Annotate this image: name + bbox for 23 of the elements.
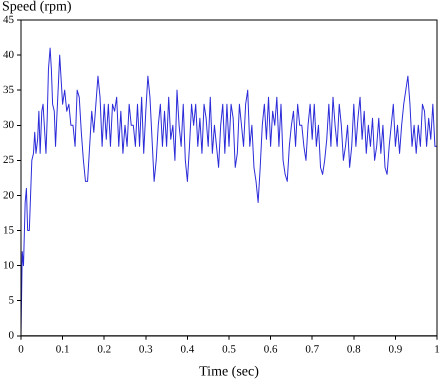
y-tick-label: 15 [3,224,14,236]
x-tick-label: 0.5 [222,343,236,356]
y-tick-label: 30 [3,119,14,132]
y-tick-label: 45 [3,14,14,26]
y-tick-label: 0 [8,330,14,342]
y-tick-label: 40 [3,48,14,61]
y-tick-label: 35 [3,84,14,96]
x-tick-label: 0.7 [305,343,320,356]
x-tick-label: 0.4 [180,343,195,356]
x-tick-label: 0.8 [346,343,362,356]
x-axis-title: Time (sec) [199,364,260,380]
x-tick-label: 0.1 [56,343,70,356]
x-tick-label: 0 [18,343,24,356]
y-tick-label: 20 [3,189,14,202]
x-tick-label: 0.2 [97,343,112,356]
x-tick-label: 0.6 [264,343,278,356]
x-tick-label: 0.3 [138,343,154,356]
x-tick-label: 1 [434,343,440,356]
y-tick-label: 10 [3,260,14,272]
y-tick-label: 25 [3,154,14,166]
x-tick-label: 0.9 [388,343,403,356]
y-tick-label: 5 [8,294,14,307]
y-axis-title: Speed (rpm) [2,0,72,15]
